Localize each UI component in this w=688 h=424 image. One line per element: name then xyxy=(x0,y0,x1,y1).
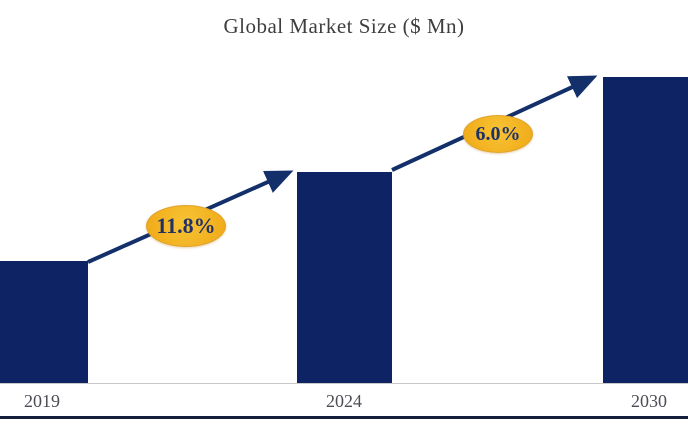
x-axis-line xyxy=(0,383,688,384)
x-tick-2030: 2030 xyxy=(631,391,667,411)
growth-bubble-2019-2024: 11.8% xyxy=(146,205,226,247)
bar-2024 xyxy=(297,172,392,383)
growth-bubble-2024-2030: 6.0% xyxy=(463,115,533,153)
x-tick-2019: 2019 xyxy=(24,391,60,411)
chart-title: Global Market Size ($ Mn) xyxy=(223,14,465,38)
x-tick-2024: 2024 xyxy=(326,391,362,411)
growth-rate-label: 6.0% xyxy=(475,122,521,145)
bar-2019 xyxy=(0,261,88,383)
growth-rate-label: 11.8% xyxy=(156,213,216,238)
bottom-border-rule xyxy=(0,416,688,419)
bar-2030 xyxy=(603,77,688,383)
